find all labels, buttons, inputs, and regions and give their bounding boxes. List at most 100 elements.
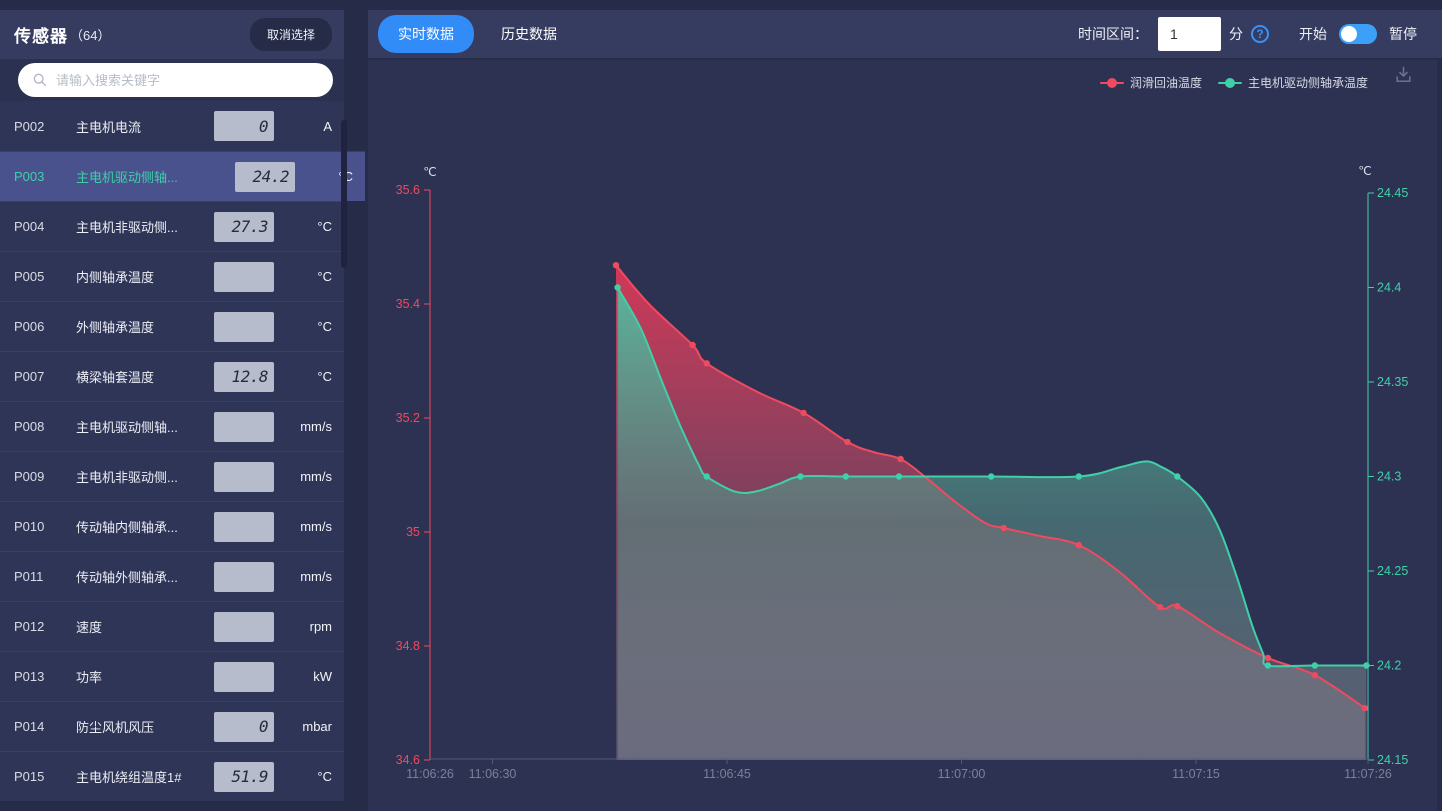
interval-unit-label: 分 — [1229, 26, 1243, 42]
sensor-row[interactable]: P013 功率 kW — [0, 651, 344, 701]
sensor-row[interactable]: P004 主电机非驱动侧... 27.3 °C — [0, 201, 344, 251]
sensor-unit: °C — [317, 269, 332, 284]
sensor-name: 主电机非驱动侧... — [76, 470, 178, 485]
sensor-name: 主电机电流 — [76, 119, 142, 135]
sensor-value-display: 0 — [214, 711, 274, 742]
sensor-code: P004 — [14, 219, 45, 234]
chart-legend: 润滑回油温度 主电机驱动侧轴承温度 — [1099, 74, 1368, 91]
sensor-value-display — [214, 611, 274, 642]
svg-text:11:06:30: 11:06:30 — [469, 767, 517, 781]
sensor-value-display: 51.9 — [214, 761, 274, 792]
svg-text:℃: ℃ — [1358, 164, 1371, 178]
chart-toolbar: 实时数据 历史数据 时间区间： 分 开始 暂停 — [368, 10, 1442, 58]
search-input[interactable] — [18, 63, 333, 97]
sensor-row[interactable]: P006 外侧轴承温度 °C — [0, 301, 344, 351]
sensor-row[interactable]: P011 传动轴外侧轴承... mm/s — [0, 551, 344, 601]
start-pause-toggle[interactable] — [1339, 24, 1377, 44]
page-scrollbar[interactable] — [1437, 60, 1442, 811]
svg-text:35.2: 35.2 — [396, 411, 420, 425]
sensor-code: P009 — [14, 469, 45, 484]
sensor-value-display — [214, 261, 274, 292]
sensor-value-display — [214, 561, 274, 592]
sensor-code: P002 — [14, 118, 45, 134]
sensor-row[interactable]: P005 内侧轴承温度 °C — [0, 251, 344, 301]
svg-text:11:06:26: 11:06:26 — [406, 767, 454, 781]
sensor-code: P011 — [14, 569, 44, 584]
sensor-unit: mbar — [302, 719, 332, 734]
toggle-knob — [1341, 26, 1357, 42]
sensor-name: 横梁轴套温度 — [76, 370, 155, 385]
sensor-value-display — [214, 661, 274, 692]
sensor-name: 内侧轴承温度 — [76, 270, 155, 285]
legend-line-dot-icon — [1217, 77, 1242, 88]
sensor-code: P015 — [14, 769, 45, 784]
sensor-unit: rpm — [309, 619, 332, 634]
sensor-unit: A — [323, 118, 332, 134]
svg-text:℃: ℃ — [423, 165, 436, 179]
svg-text:24.4: 24.4 — [1377, 281, 1401, 295]
sensor-unit: °C — [317, 369, 332, 384]
svg-text:34.6: 34.6 — [396, 753, 420, 767]
svg-text:35.4: 35.4 — [396, 297, 420, 311]
svg-text:24.35: 24.35 — [1377, 375, 1408, 389]
sensor-row[interactable]: P008 主电机驱动侧轴... mm/s — [0, 401, 344, 451]
sensor-value-display: 24.2 — [235, 161, 295, 192]
legend-item-1[interactable]: 主电机驱动侧轴承温度 — [1217, 74, 1368, 91]
sensor-unit: mm/s — [300, 469, 332, 484]
sensor-row[interactable]: P010 传动轴内侧轴承... mm/s — [0, 501, 344, 551]
sensor-row[interactable]: P009 主电机非驱动侧... mm/s — [0, 451, 344, 501]
sensor-value-display — [214, 411, 274, 442]
sensor-sidebar: 传感器 （64） 取消选择 P002 主电机电流 0 A P003 主电机驱动侧… — [0, 10, 365, 801]
sensor-row[interactable]: P002 主电机电流 0 A — [0, 101, 344, 151]
sensor-value-display — [214, 311, 274, 342]
sensor-name: 速度 — [76, 620, 103, 635]
tab-realtime-data[interactable]: 实时数据 — [378, 15, 474, 53]
sensor-unit: kW — [313, 669, 332, 684]
sensor-value-display: 12.8 — [214, 361, 274, 392]
tab-history-data[interactable]: 历史数据 — [501, 26, 557, 42]
sensor-count: （64） — [70, 28, 111, 43]
sensor-code: P012 — [14, 619, 45, 634]
sidebar-header: 传感器 （64） 取消选择 — [0, 10, 344, 59]
start-label: 开始 — [1299, 26, 1327, 42]
svg-text:24.45: 24.45 — [1377, 186, 1408, 200]
interval-input[interactable] — [1158, 17, 1221, 51]
sensor-row[interactable]: P014 防尘风机风压 0 mbar — [0, 701, 344, 751]
sidebar-scrollbar-thumb[interactable] — [341, 120, 347, 268]
chart-panel: 35.6 35.4 35.2 35 34.8 34.6 ℃ 24.45 24.4 24.35 24.… — [368, 60, 1442, 811]
svg-text:11:07:15: 11:07:15 — [1172, 767, 1220, 781]
search-icon — [33, 73, 46, 86]
help-icon[interactable] — [1251, 25, 1269, 43]
search-bar — [0, 59, 344, 101]
sensor-value-display — [214, 461, 274, 492]
sensor-value-display: 0 — [214, 111, 274, 141]
svg-text:35.6: 35.6 — [396, 183, 420, 197]
sensor-code: P006 — [14, 319, 45, 334]
sensor-value-display — [214, 511, 274, 542]
sensor-unit: mm/s — [300, 519, 332, 534]
temperature-chart[interactable]: 35.6 35.4 35.2 35 34.8 34.6 ℃ 24.45 24.4 24.35 24.… — [368, 60, 1442, 811]
sensor-name: 主电机驱动侧轴... — [76, 420, 178, 435]
sensor-name: 主电机绕组温度1# — [76, 770, 182, 785]
sensor-code: P005 — [14, 269, 45, 284]
svg-text:24.3: 24.3 — [1377, 470, 1401, 484]
sensor-row[interactable]: P015 主电机绕组温度1# 51.9 °C — [0, 751, 344, 801]
svg-text:24.25: 24.25 — [1377, 564, 1408, 578]
deselect-button[interactable]: 取消选择 — [249, 18, 332, 51]
sensor-name: 功率 — [76, 670, 103, 685]
legend-item-0[interactable]: 润滑回油温度 — [1099, 74, 1202, 91]
interval-label: 时间区间： — [1078, 26, 1148, 42]
sensor-name: 主电机驱动侧轴... — [76, 170, 178, 185]
sensor-name: 防尘风机风压 — [76, 720, 155, 735]
svg-text:34.8: 34.8 — [396, 639, 420, 653]
sensor-row[interactable]: P003 主电机驱动侧轴... 24.2 °C — [0, 151, 365, 201]
sensor-row[interactable]: P012 速度 rpm — [0, 601, 344, 651]
sensor-code: P003 — [14, 169, 45, 184]
legend-label: 润滑回油温度 — [1129, 76, 1202, 90]
pause-label: 暂停 — [1389, 26, 1417, 42]
download-icon[interactable] — [1394, 65, 1413, 84]
sensor-row[interactable]: P007 横梁轴套温度 12.8 °C — [0, 351, 344, 401]
svg-text:11:07:00: 11:07:00 — [938, 767, 986, 781]
sidebar-title: 传感器 — [14, 27, 68, 46]
